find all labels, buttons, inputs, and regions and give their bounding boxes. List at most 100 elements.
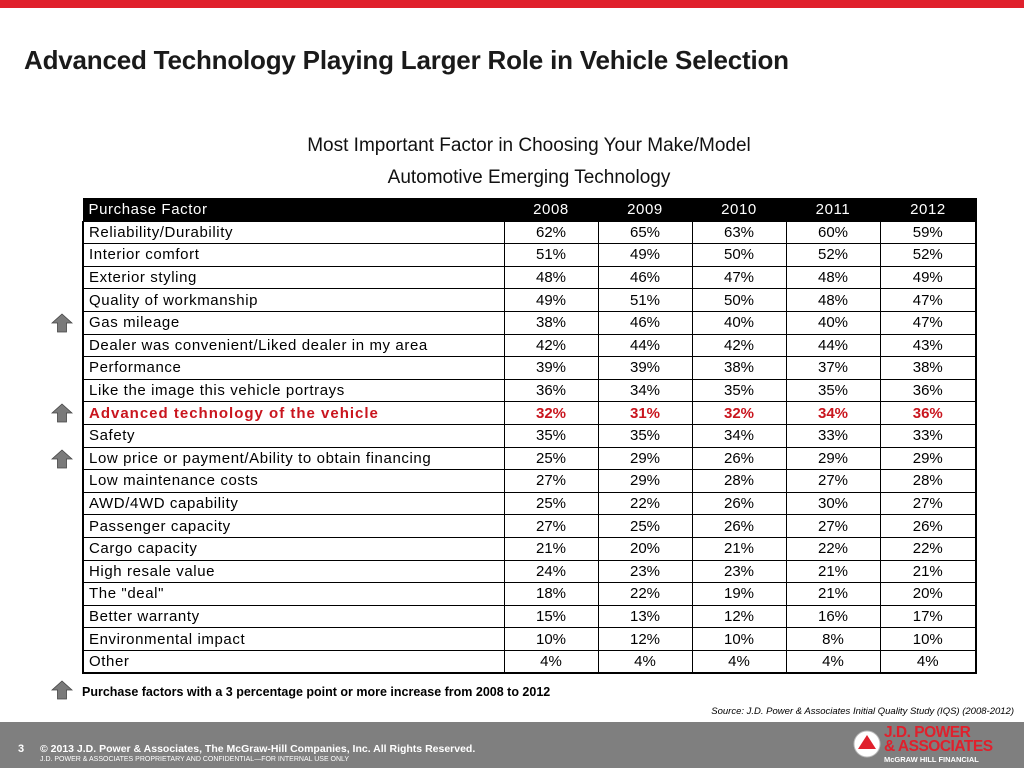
value-cell: 21%	[879, 559, 977, 584]
value-cell: 30%	[785, 491, 881, 516]
factor-cell: Low price or payment/Ability to obtain f…	[82, 446, 505, 471]
factor-cell: Interior comfort	[82, 243, 505, 267]
up-arrow-icon	[51, 448, 73, 468]
logo-wordmark: J.D. POWER & ASSOCIATES	[884, 724, 993, 755]
logo-line-2: & ASSOCIATES	[884, 738, 993, 755]
factor-cell: Environmental impact	[82, 627, 505, 651]
page-number: 3	[18, 743, 25, 755]
column-header-year: 2008	[503, 198, 599, 222]
value-cell: 47%	[879, 310, 977, 335]
value-cell: 40%	[785, 310, 881, 335]
table-row: The "deal" 18% 22% 19% 21% 20%	[82, 582, 977, 606]
value-cell: 4%	[503, 649, 599, 674]
table-row: Cargo capacity 21% 20% 21% 22% 22%	[82, 536, 977, 561]
value-cell: 29%	[597, 446, 693, 471]
value-cell: 22%	[785, 536, 881, 561]
table-row: Environmental impact 10% 12% 10% 8% 10%	[82, 627, 977, 651]
factor-cell: The "deal"	[82, 582, 505, 606]
value-cell: 10%	[691, 627, 787, 651]
value-cell: 29%	[597, 469, 693, 493]
value-cell: 25%	[503, 446, 599, 471]
table-row: Dealer was convenient/Liked dealer in my…	[82, 333, 977, 358]
value-cell: 48%	[785, 265, 881, 290]
purchase-factor-table: Purchase Factor 2008 2009 2010 2011 2012…	[82, 198, 977, 674]
value-cell: 22%	[597, 582, 693, 606]
value-cell: 63%	[691, 220, 787, 245]
value-cell: 47%	[879, 288, 977, 312]
value-cell: 23%	[691, 559, 787, 584]
value-cell: 51%	[597, 288, 693, 312]
factor-cell: Cargo capacity	[82, 536, 505, 561]
value-cell: 49%	[879, 265, 977, 290]
value-cell: 25%	[503, 491, 599, 516]
value-cell: 35%	[597, 423, 693, 448]
logo-subtitle: McGRAW HILL FINANCIAL	[884, 755, 979, 764]
factor-cell: Quality of workmanship	[82, 288, 505, 312]
table-row: Performance 39% 39% 38% 37% 38%	[82, 356, 977, 380]
confidential-text: J.D. POWER & ASSOCIATES PROPRIETARY AND …	[40, 756, 350, 763]
source-citation: Source: J.D. Power & Associates Initial …	[711, 706, 1014, 717]
value-cell: 40%	[691, 310, 787, 335]
factor-cell: AWD/4WD capability	[82, 491, 505, 516]
factor-cell: Gas mileage	[82, 310, 505, 335]
top-accent-bar	[0, 0, 1024, 8]
value-cell: 26%	[691, 491, 787, 516]
logo-line-1: J.D. POWER	[884, 724, 971, 741]
value-cell: 38%	[879, 356, 977, 380]
table-row: Low price or payment/Ability to obtain f…	[82, 446, 977, 471]
value-cell: 35%	[785, 378, 881, 403]
value-cell: 10%	[503, 627, 599, 651]
value-cell: 25%	[597, 514, 693, 538]
table-row: Better warranty 15% 13% 12% 16% 17%	[82, 604, 977, 629]
table-subtitle: Automotive Emerging Technology	[387, 167, 671, 188]
table-row: Advanced technology of the vehicle 32% 31%…	[82, 401, 977, 425]
value-cell: 19%	[691, 582, 787, 606]
table-row: Exterior styling 48% 46% 47% 48% 49%	[82, 265, 977, 290]
value-cell: 21%	[785, 559, 881, 584]
value-cell: 29%	[785, 446, 881, 471]
value-cell: 31%	[597, 401, 693, 425]
value-cell: 17%	[879, 604, 977, 629]
value-cell: 4%	[879, 649, 977, 674]
table-row: Like the image this vehicle portrays 36% 3…	[82, 378, 977, 403]
value-cell: 39%	[597, 356, 693, 380]
value-cell: 20%	[879, 582, 977, 606]
value-cell: 23%	[597, 559, 693, 584]
value-cell: 4%	[597, 649, 693, 674]
jd-power-logo: J.D. POWER & ASSOCIATES McGRAW HILL FINA…	[852, 724, 1002, 766]
value-cell: 8%	[785, 627, 881, 651]
value-cell: 35%	[503, 423, 599, 448]
value-cell: 12%	[691, 604, 787, 629]
value-cell: 22%	[879, 536, 977, 561]
value-cell: 51%	[503, 243, 599, 267]
table-row: Low maintenance costs 27% 29% 28% 27% 28%	[82, 469, 977, 493]
factor-cell: Like the image this vehicle portrays	[82, 378, 505, 403]
factor-cell: Exterior styling	[82, 265, 505, 290]
value-cell: 29%	[879, 446, 977, 471]
factor-cell: Reliability/Durability	[82, 220, 505, 245]
factor-cell: Dealer was convenient/Liked dealer in my…	[82, 333, 505, 358]
value-cell: 32%	[503, 401, 599, 425]
value-cell: 39%	[503, 356, 599, 380]
up-arrow-icon	[51, 680, 73, 700]
value-cell: 44%	[785, 333, 881, 358]
table-row: Other 4% 4% 4% 4% 4%	[82, 649, 977, 674]
value-cell: 34%	[691, 423, 787, 448]
value-cell: 59%	[879, 220, 977, 245]
value-cell: 38%	[691, 356, 787, 380]
copyright-text: © 2013 J.D. Power & Associates, The McGr…	[40, 743, 476, 755]
value-cell: 36%	[503, 378, 599, 403]
table-row: Reliability/Durability 62% 65% 63% 60% 59%	[82, 220, 977, 245]
value-cell: 22%	[597, 491, 693, 516]
value-cell: 50%	[691, 288, 787, 312]
value-cell: 4%	[785, 649, 881, 674]
factor-cell: High resale value	[82, 559, 505, 584]
value-cell: 26%	[691, 446, 787, 471]
table-header-row: Purchase Factor 2008 2009 2010 2011 2012	[82, 198, 977, 222]
factor-cell: Safety	[82, 423, 505, 448]
factor-cell: Other	[82, 649, 505, 674]
value-cell: 36%	[879, 401, 977, 425]
column-header-year: 2011	[785, 198, 881, 222]
slide-title: Advanced Technology Playing Larger Role …	[24, 45, 789, 75]
value-cell: 60%	[785, 220, 881, 245]
